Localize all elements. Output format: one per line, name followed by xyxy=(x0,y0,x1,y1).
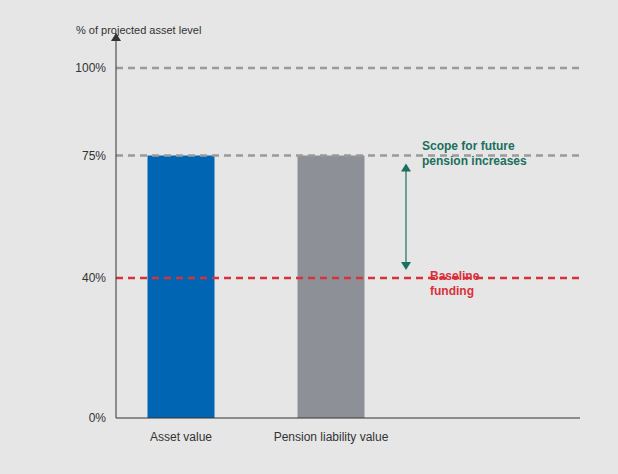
bars xyxy=(148,156,365,419)
text-line: pension increases xyxy=(422,154,527,168)
arrow-head xyxy=(401,164,411,172)
annotation-text: Scope for futurepension increases xyxy=(422,139,527,168)
reference-line xyxy=(116,277,580,280)
reference-line xyxy=(116,67,580,70)
arrow-head xyxy=(401,262,411,270)
tick-label: 75% xyxy=(82,149,106,163)
category-label: Pension liability value xyxy=(274,430,389,444)
arrow-shaft xyxy=(405,170,406,265)
text-line: Scope for future xyxy=(422,139,515,153)
chart: Asset value Pension liability value 0% 40% 7… xyxy=(0,0,618,474)
reference-label: Baselinefunding xyxy=(430,269,480,298)
x-axis xyxy=(116,418,580,419)
y-axis xyxy=(116,33,117,418)
text-line: funding xyxy=(430,284,474,298)
tick-label: 0% xyxy=(89,411,107,425)
bar xyxy=(148,156,215,419)
tick-label: 100% xyxy=(75,61,106,75)
category-label: Asset value xyxy=(150,430,212,444)
tick-label: 40% xyxy=(82,271,106,285)
axis-title: % of projected asset level xyxy=(76,24,201,36)
annotation-arrow xyxy=(401,164,411,271)
bar xyxy=(298,156,365,419)
text-line: Baseline xyxy=(430,269,480,283)
